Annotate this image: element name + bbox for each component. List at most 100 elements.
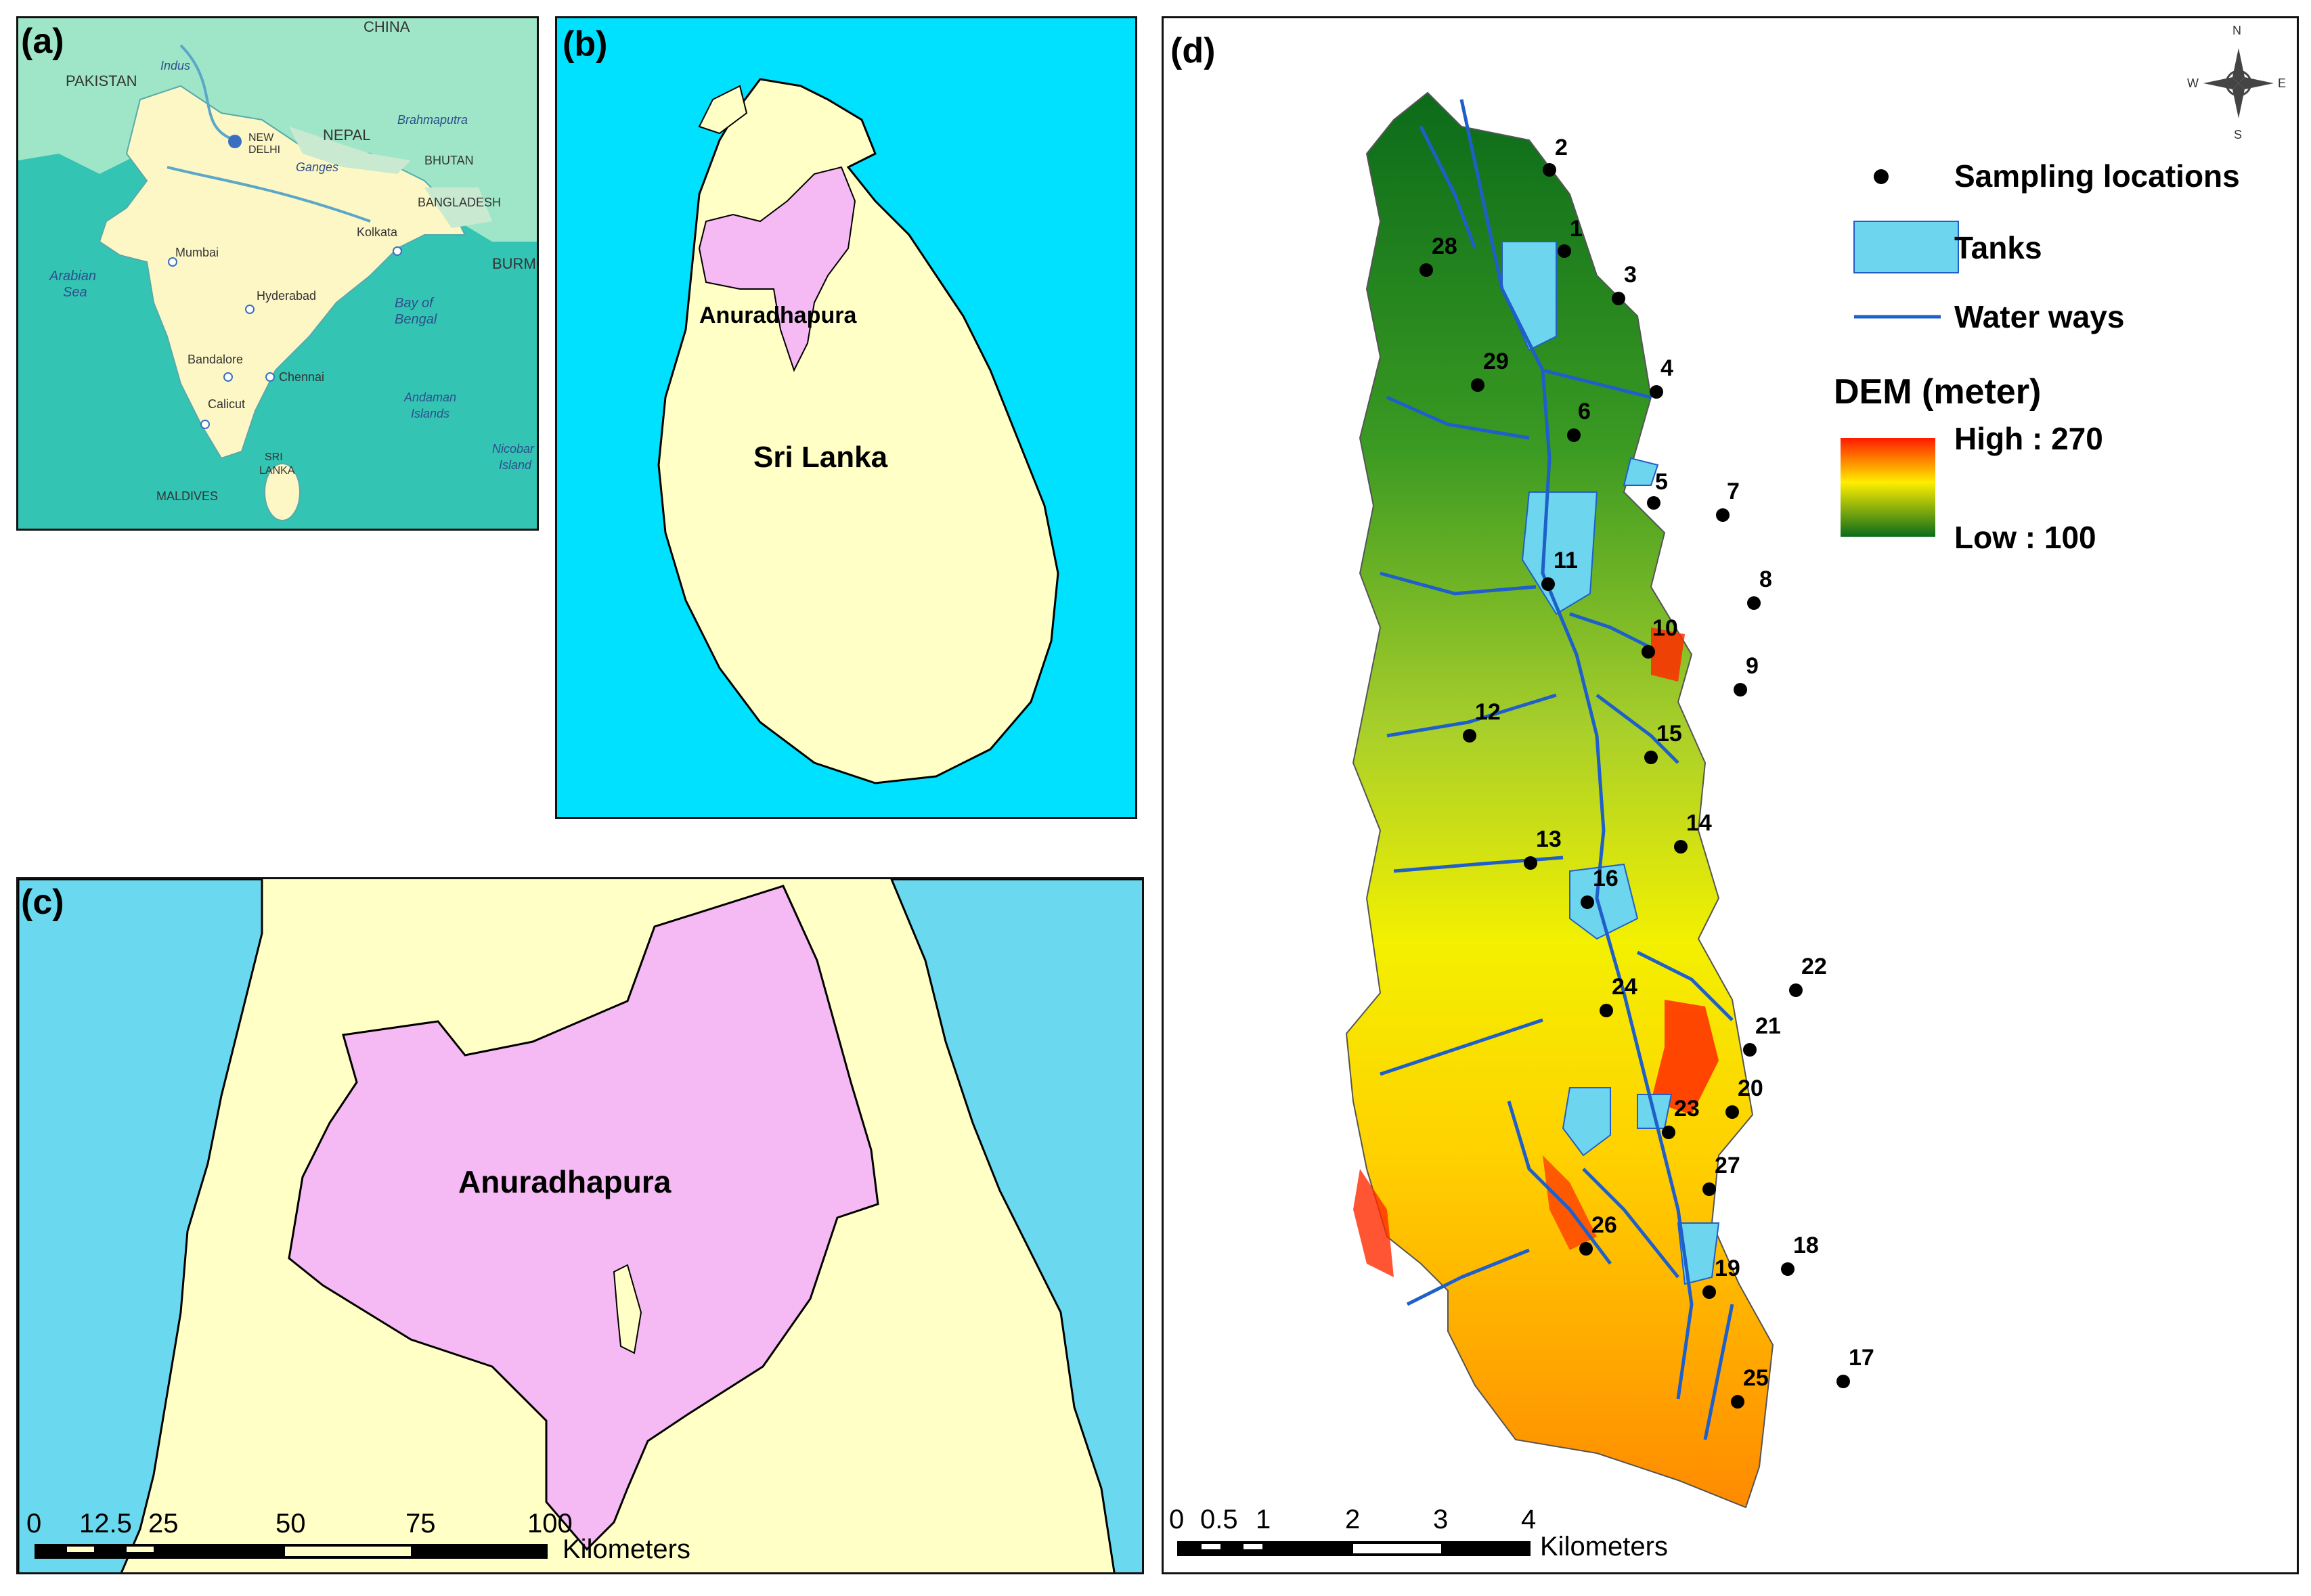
label-calicut: Calicut [208,397,246,411]
panel-c-district-map: (c) Anuradhapura 0 12.5 25 50 75 100 Kil… [16,877,1144,1574]
label-sea: Sea [63,285,87,300]
label-islands: Islands [411,407,450,420]
sampling-point-19 [1702,1285,1716,1299]
label-bangladesh: BANGLADESH [418,196,502,209]
sampling-label-3: 3 [1624,262,1637,288]
label-ganges: Ganges [296,160,339,174]
label-brahmaputra: Brahmaputra [397,113,468,127]
scale-c-tick-12-5: 12.5 [79,1509,132,1538]
sampling-point-20 [1725,1105,1739,1119]
label-indus: Indus [160,59,191,72]
sampling-point-27 [1702,1182,1716,1196]
panel-b-sri-lanka-map: (b) Anuradhapura Sri Lanka [555,16,1137,819]
sampling-label-4: 4 [1660,355,1673,381]
sampling-label-1: 1 [1570,216,1583,242]
scale-d-unit: Kilometers [1540,1532,1668,1561]
sampling-label-8: 8 [1759,567,1772,592]
label-hyderabad: Hyderabad [257,289,317,303]
sampling-label-21: 21 [1755,1013,1781,1039]
label-sri: SRI [265,451,283,463]
label-pakistan: PAKISTAN [66,72,137,89]
panel-d-label: (d) [1170,31,1216,70]
sampling-label-22: 22 [1801,954,1827,979]
sampling-point-4 [1650,385,1663,399]
compass-n: N [2232,24,2241,37]
sampling-label-19: 19 [1715,1256,1740,1281]
sampling-label-28: 28 [1432,234,1457,259]
scale-d-tick-1: 1 [1256,1505,1271,1534]
sampling-point-2 [1543,163,1556,177]
sampling-point-21 [1743,1043,1757,1057]
label-bengal: Bengal [395,312,437,327]
compass-w: W [2187,76,2199,90]
sampling-point-26 [1579,1242,1593,1256]
sampling-point-9 [1734,683,1747,696]
label-new-delhi: NEW DELHI [248,132,281,156]
scale-c-tick-50: 50 [276,1509,306,1538]
sampling-point-18 [1781,1262,1795,1276]
label-mumbai: Mumbai [175,246,219,259]
panel-b-district-label: Anuradhapura [699,303,857,328]
sampling-label-25: 25 [1743,1365,1769,1391]
sampling-label-24: 24 [1612,974,1637,1000]
label-burma: BURM [492,255,536,272]
label-bay-of: Bay of [395,296,433,311]
legend-dem-low: Low : 100 [1954,520,2096,555]
sampling-point-14 [1674,840,1688,854]
legend-dem-ramp [1841,438,1935,537]
legend-sampling-label: Sampling locations [1954,158,2240,194]
sampling-point-22 [1789,983,1803,997]
label-china: CHINA [364,18,410,35]
scale-bar-d [1177,1541,1531,1556]
scale-d-tick-0-5: 0.5 [1200,1505,1238,1534]
sampling-label-14: 14 [1686,810,1712,836]
label-maldives: MALDIVES [156,489,219,503]
label-bhutan: BHUTAN [424,154,474,167]
sampling-point-7 [1716,508,1730,522]
compass-e: E [2278,76,2287,90]
sampling-point-28 [1419,263,1433,277]
sampling-label-10: 10 [1652,615,1678,641]
sampling-label-17: 17 [1849,1345,1874,1371]
sampling-label-5: 5 [1655,469,1668,495]
sampling-label-18: 18 [1793,1233,1819,1258]
sampling-point-24 [1600,1004,1613,1017]
panel-c-district-label: Anuradhapura [458,1164,672,1199]
india-map-graphic [18,18,537,529]
legend-dem-high: High : 270 [1954,421,2103,456]
sampling-label-23: 23 [1674,1096,1700,1122]
scale-c-tick-75: 75 [405,1509,436,1538]
district-map-graphic [18,879,1142,1572]
label-nicobar: Nicobar [492,442,535,456]
label-island: Island [499,458,532,472]
sampling-point-13 [1524,856,1537,870]
sampling-label-27: 27 [1715,1153,1740,1178]
panel-a-label: (a) [21,22,64,61]
legend-waterways-label: Water ways [1954,299,2125,334]
compass-s: S [2234,128,2243,141]
sampling-point-25 [1731,1395,1744,1409]
sampling-point-17 [1836,1375,1850,1388]
sri-lanka-map-graphic [657,78,1059,784]
label-kolkata: Kolkata [357,225,398,239]
sampling-label-12: 12 [1475,699,1501,725]
compass-rose [2203,48,2274,118]
scale-bar-c [35,1544,548,1559]
label-chennai: Chennai [279,370,325,384]
legend-tanks-label: Tanks [1954,230,2042,265]
panel-d-dem-map: (d) N S E W Sampling locations Tanks Wat… [1162,16,2299,1574]
dem-map-graphic [1345,48,2274,1509]
legend-dem-title: DEM (meter) [1834,372,2042,412]
label-arabian: Arabian [49,269,96,284]
sampling-point-23 [1662,1126,1675,1139]
panel-c-label: (c) [21,883,64,922]
sampling-point-29 [1471,378,1484,392]
legend-sampling-dot [1874,169,1889,184]
sampling-label-2: 2 [1555,135,1568,160]
panel-b-country-label: Sri Lanka [753,441,888,474]
scale-d-tick-3: 3 [1433,1505,1449,1534]
sampling-label-13: 13 [1536,826,1562,852]
sampling-point-11 [1541,577,1555,591]
sampling-point-15 [1644,751,1658,764]
panel-b-label: (b) [563,24,608,64]
